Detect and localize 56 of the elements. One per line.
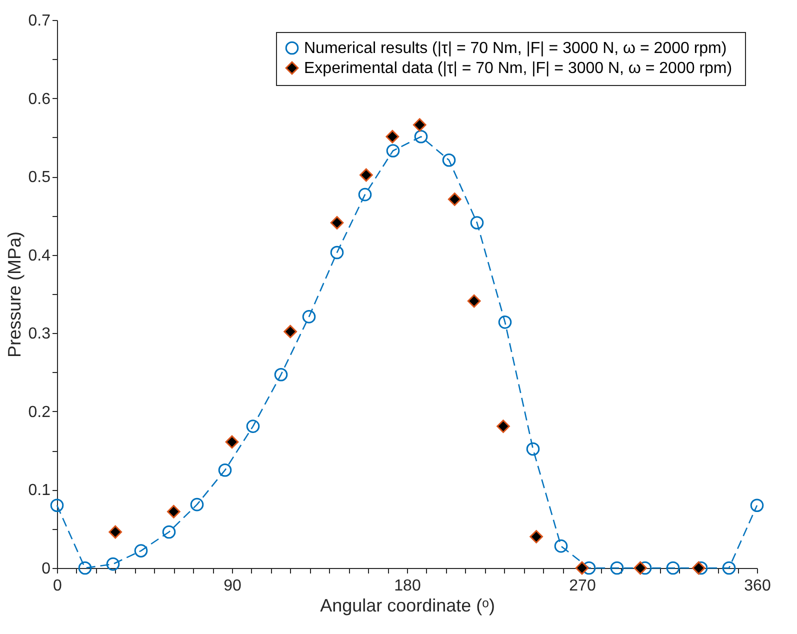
- point: [575, 561, 589, 575]
- point: [442, 153, 456, 167]
- point: [610, 561, 624, 575]
- point: [274, 368, 288, 382]
- point: [358, 188, 372, 202]
- point: [526, 442, 540, 456]
- point: [302, 310, 316, 324]
- point: [108, 525, 122, 539]
- point: [360, 168, 373, 182]
- point: [386, 144, 400, 158]
- y-tick-label: 0: [42, 560, 51, 578]
- x-tick-label: 180: [394, 578, 421, 594]
- point: [467, 294, 481, 308]
- point: [218, 463, 232, 477]
- point: [162, 525, 176, 539]
- y-tick-label: 0.4: [28, 247, 51, 264]
- y-tick-label: 0.5: [28, 169, 51, 186]
- point: [246, 420, 260, 433]
- point: [106, 557, 120, 571]
- y-tick-label: 0.7: [28, 12, 51, 30]
- point: [134, 544, 148, 558]
- point: [190, 498, 204, 512]
- y-tick-label: 0.2: [28, 404, 51, 421]
- point: [448, 192, 462, 206]
- point: [330, 216, 344, 230]
- point: [330, 246, 344, 260]
- point: [498, 316, 512, 329]
- point: [167, 504, 180, 518]
- point: [470, 216, 484, 230]
- point: [496, 420, 510, 433]
- y-tick-label: 0.1: [28, 482, 51, 500]
- y-tick-label: 0.3: [28, 326, 51, 343]
- point: [750, 498, 764, 512]
- point: [284, 324, 297, 338]
- x-tick-label: 270: [569, 578, 596, 594]
- y-axis-title: Pressure (MPa): [4, 231, 24, 358]
- y-tick-label: 0.6: [28, 90, 51, 108]
- point: [386, 130, 400, 144]
- x-axis-title: Angular coordinate (ᵒ): [320, 596, 495, 616]
- x-tick-label: 90: [224, 578, 242, 594]
- x-tick-label: 360: [744, 578, 771, 594]
- legend-label: Experimental data (|τ| = 70 Nm, |F| = 3000 N, ω = 2000 rpm): [304, 60, 732, 77]
- point: [78, 561, 92, 575]
- x-tick-label: 0: [53, 578, 62, 594]
- point: [666, 561, 680, 575]
- point: [225, 435, 239, 449]
- point: [414, 130, 428, 144]
- point: [530, 530, 543, 544]
- point: [554, 539, 568, 553]
- point: [412, 118, 426, 132]
- point: [582, 561, 596, 575]
- point: [50, 498, 64, 512]
- point: [692, 561, 706, 575]
- point: [634, 561, 647, 575]
- point: [722, 561, 736, 575]
- legend-label: Numerical results (|τ| = 70 Nm, |F| = 3000 N, ω = 2000 rpm): [304, 40, 727, 57]
